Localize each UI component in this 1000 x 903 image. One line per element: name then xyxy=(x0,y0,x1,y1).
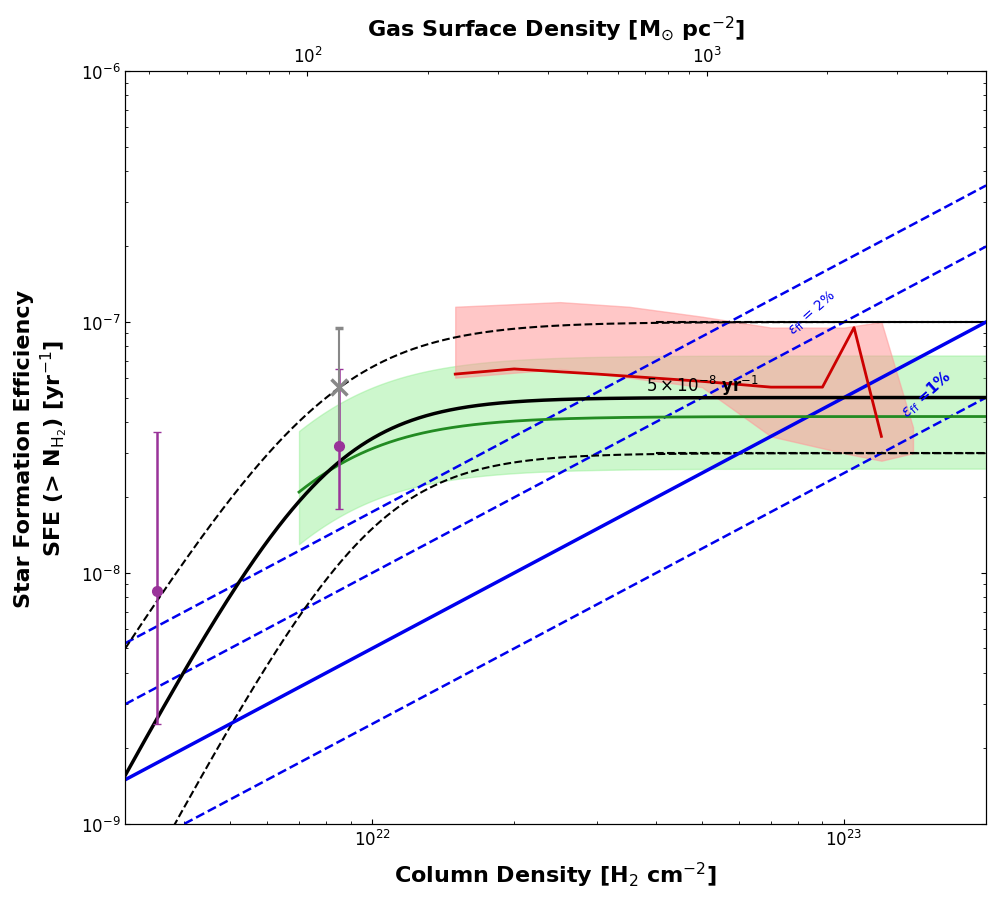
Text: $\varepsilon_{\rm ff}$ =1%: $\varepsilon_{\rm ff}$ =1% xyxy=(898,367,956,422)
X-axis label: Column Density [H$_2$ cm$^{-2}$]: Column Density [H$_2$ cm$^{-2}$] xyxy=(394,860,717,889)
Text: $\varepsilon_{\rm ff}$ = 2%: $\varepsilon_{\rm ff}$ = 2% xyxy=(785,287,839,339)
Y-axis label: Star Formation Efficiency
SFE (> N$_{\rm H_2}$) [yr$^{-1}$]: Star Formation Efficiency SFE (> N$_{\rm… xyxy=(14,289,70,607)
X-axis label: Gas Surface Density [M$_{\odot}$ pc$^{-2}$]: Gas Surface Density [M$_{\odot}$ pc$^{-2… xyxy=(367,14,745,42)
Text: $5 \times 10^{-8}$ yr$^{-1}$: $5 \times 10^{-8}$ yr$^{-1}$ xyxy=(646,374,759,397)
